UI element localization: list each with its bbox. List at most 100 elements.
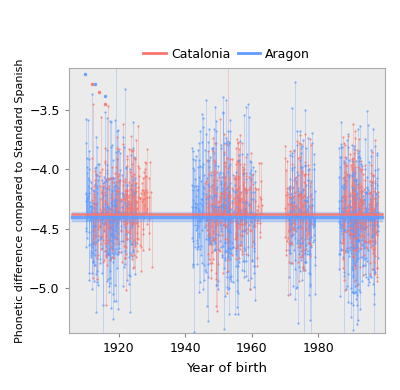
Point <box>196 174 202 180</box>
Point <box>112 202 118 209</box>
Point <box>142 174 148 181</box>
Point <box>135 123 141 129</box>
Point <box>294 128 301 134</box>
Point <box>241 206 247 212</box>
Point <box>358 158 364 164</box>
Point <box>85 215 92 221</box>
Point <box>300 172 307 179</box>
Point <box>346 230 353 237</box>
Point <box>106 176 112 183</box>
Point <box>369 238 376 244</box>
Point <box>350 202 357 208</box>
Point <box>299 210 305 216</box>
Point <box>306 269 312 276</box>
Point <box>338 183 345 189</box>
Point <box>224 248 231 255</box>
Point <box>235 173 241 179</box>
Point <box>346 214 352 220</box>
Point <box>290 213 296 219</box>
Point <box>374 274 380 280</box>
Point <box>357 166 363 172</box>
Point <box>349 266 355 273</box>
Point <box>194 261 200 268</box>
Point <box>89 286 95 292</box>
Point <box>100 228 107 234</box>
Point <box>94 282 101 288</box>
Point <box>85 117 91 123</box>
Point <box>369 242 375 248</box>
X-axis label: Year of birth: Year of birth <box>186 362 267 375</box>
Point <box>111 251 118 257</box>
Point <box>99 190 105 197</box>
Point <box>106 225 112 231</box>
Point <box>361 186 368 192</box>
Point <box>344 229 350 236</box>
Point <box>372 200 379 206</box>
Point <box>367 260 373 266</box>
Point <box>141 202 148 208</box>
Point <box>91 191 98 197</box>
Point <box>107 209 114 215</box>
Point <box>295 192 302 198</box>
Point <box>86 242 92 248</box>
Point <box>215 207 222 213</box>
Point <box>342 193 348 199</box>
Point <box>214 308 220 314</box>
Point <box>357 306 363 312</box>
Point <box>234 204 240 210</box>
Point <box>198 259 205 266</box>
Point <box>116 171 122 177</box>
Point <box>301 171 308 177</box>
Point <box>256 220 263 227</box>
Point <box>240 170 246 177</box>
Point <box>206 210 212 216</box>
Point <box>369 206 375 212</box>
Point <box>228 206 234 212</box>
Point <box>347 231 353 238</box>
Point <box>239 140 245 146</box>
Point <box>336 205 342 211</box>
Point <box>220 269 226 276</box>
Point <box>251 245 258 251</box>
Point <box>140 215 147 222</box>
Point <box>106 219 113 225</box>
Point <box>341 181 347 188</box>
Point <box>84 217 90 223</box>
Point <box>115 209 121 215</box>
Point <box>127 309 134 316</box>
Point <box>103 185 110 191</box>
Point <box>132 188 138 194</box>
Point <box>368 216 374 222</box>
Point <box>216 247 222 253</box>
Point <box>337 293 344 299</box>
Point <box>109 245 116 252</box>
Point <box>354 236 361 243</box>
Point <box>252 222 258 229</box>
Point <box>109 243 115 249</box>
Point <box>116 150 123 156</box>
Point <box>352 186 358 192</box>
Point <box>247 285 254 292</box>
Point <box>112 183 118 189</box>
Point <box>304 206 310 213</box>
Point <box>374 152 380 158</box>
Point <box>336 153 343 160</box>
Point <box>140 196 146 202</box>
Point <box>351 166 358 172</box>
Point <box>238 189 244 195</box>
Point <box>202 217 209 223</box>
Point <box>347 230 353 236</box>
Point <box>342 205 348 211</box>
Point <box>130 246 136 253</box>
Point <box>139 198 145 204</box>
Point <box>90 240 97 246</box>
Point <box>195 163 201 170</box>
Point <box>108 175 115 181</box>
Point <box>305 135 311 142</box>
Point <box>105 251 111 257</box>
Point <box>202 200 209 206</box>
Point <box>353 158 359 164</box>
Point <box>235 290 241 296</box>
Point <box>102 248 108 254</box>
Point <box>210 202 216 209</box>
